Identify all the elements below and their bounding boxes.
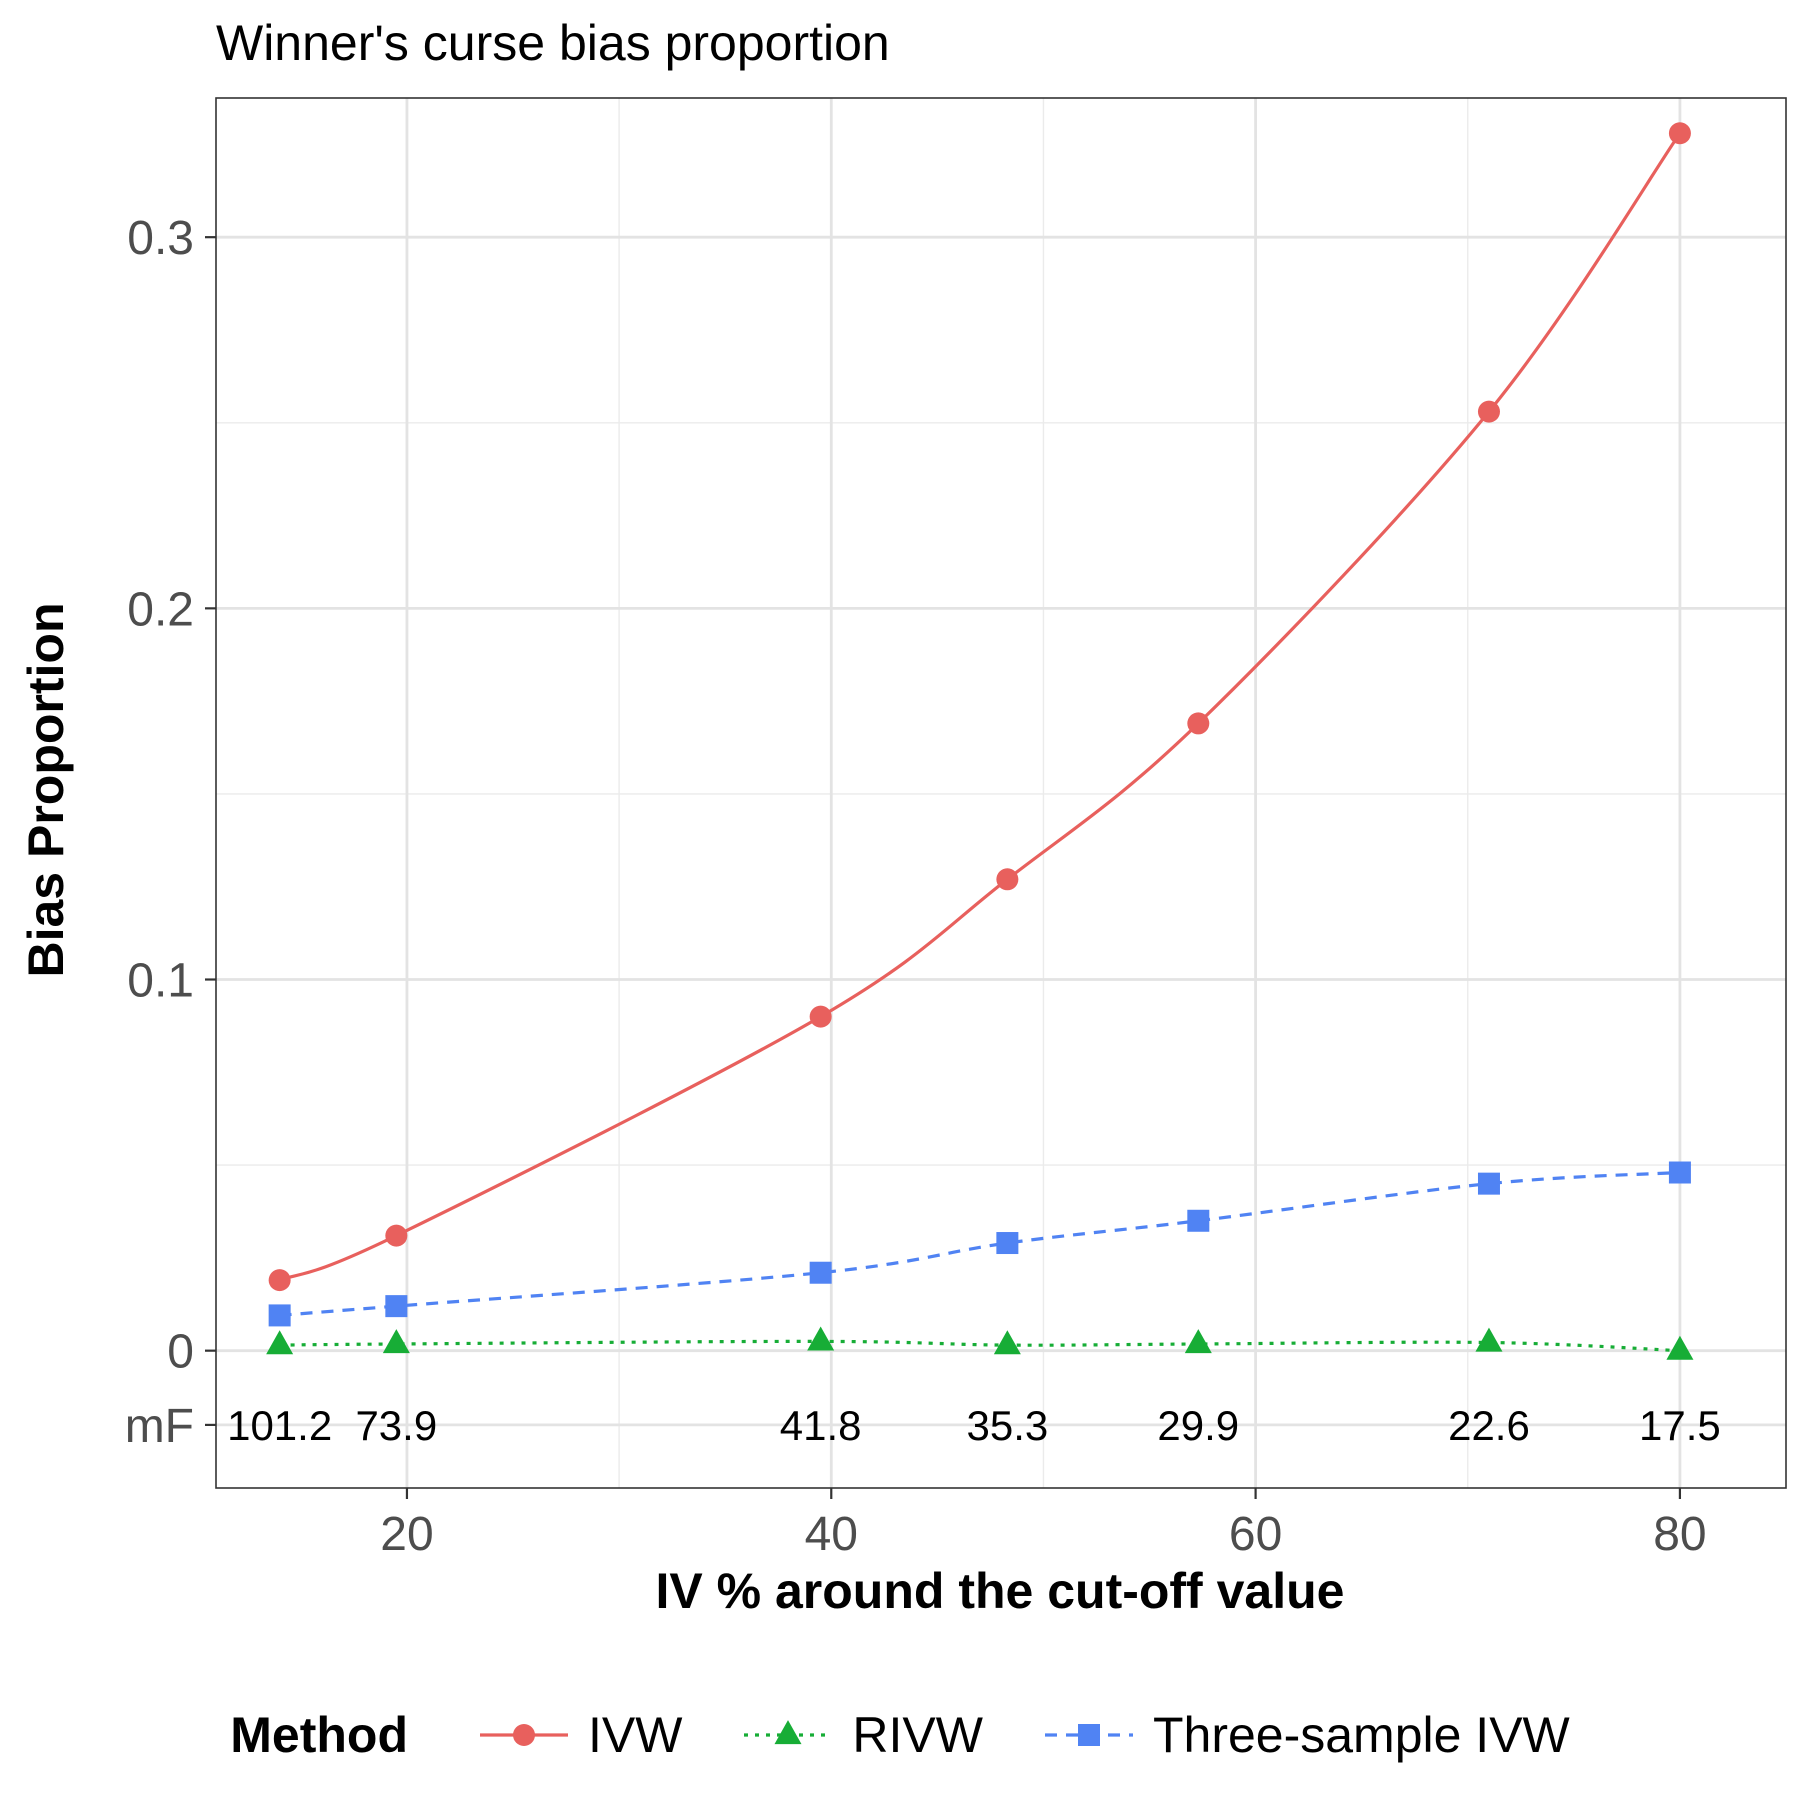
y-tick-label: 0.1 bbox=[127, 955, 194, 1008]
mf-value-label: 41.8 bbox=[780, 1402, 862, 1449]
legend-marker-three-sample-ivw bbox=[1077, 1724, 1100, 1746]
data-point-three-sample-ivw bbox=[385, 1295, 408, 1318]
plot-panel-border bbox=[215, 97, 1787, 1489]
x-tick-label: 20 bbox=[380, 1508, 433, 1561]
data-point-ivw bbox=[268, 1269, 291, 1292]
data-point-rivw bbox=[1184, 1329, 1212, 1354]
chart-title: Winner's curse bias proportion bbox=[216, 15, 890, 71]
data-point-three-sample-ivw bbox=[1477, 1172, 1500, 1195]
data-point-ivw bbox=[1187, 712, 1210, 735]
x-tick-label: 60 bbox=[1229, 1508, 1282, 1561]
x-tick-label: 80 bbox=[1653, 1508, 1706, 1561]
grid-minor bbox=[216, 98, 1786, 1488]
data-point-three-sample-ivw bbox=[1187, 1209, 1210, 1232]
mf-value-label: 17.5 bbox=[1639, 1402, 1721, 1449]
data-point-ivw bbox=[809, 1005, 832, 1028]
axis-ticks bbox=[205, 236, 1682, 1499]
legend-key-rivw bbox=[744, 1720, 833, 1745]
data-point-rivw bbox=[1475, 1327, 1503, 1352]
mf-value-label: 101.2 bbox=[227, 1402, 332, 1449]
y-tick-label: 0 bbox=[167, 1326, 194, 1379]
y-tick-label: 0.2 bbox=[127, 583, 194, 636]
plot-panel-background bbox=[216, 98, 1786, 1488]
axis-labels: 20 40 60 80 0 0.1 0.2 0.3 mF bbox=[125, 212, 1707, 1561]
x-axis-title: IV % around the cut-off value bbox=[655, 1563, 1345, 1619]
data-point-rivw bbox=[1666, 1335, 1694, 1360]
legend-label-ivw: IVW bbox=[587, 1707, 683, 1763]
series-line-three-sample-ivw bbox=[279, 1170, 1681, 1318]
legend-label-rivw: RIVW bbox=[852, 1707, 983, 1763]
legend-item-three-sample-ivw: Three-sample IVW bbox=[1039, 1705, 1570, 1765]
legend-marker-ivw bbox=[512, 1724, 535, 1746]
data-point-three-sample-ivw bbox=[996, 1232, 1019, 1255]
data-point-ivw bbox=[996, 868, 1019, 891]
mf-value-label: 29.9 bbox=[1157, 1402, 1239, 1449]
data-point-rivw bbox=[266, 1330, 294, 1355]
legend-key-ivw bbox=[479, 1724, 568, 1746]
legend-marker-rivw bbox=[774, 1720, 802, 1745]
mf-value-label: 73.9 bbox=[355, 1402, 437, 1449]
mf-value-label: 22.6 bbox=[1448, 1402, 1530, 1449]
data-point-three-sample-ivw bbox=[809, 1261, 832, 1284]
data-point-ivw bbox=[1477, 400, 1500, 423]
legend-item-ivw: IVW bbox=[474, 1705, 682, 1765]
data-point-rivw bbox=[807, 1326, 835, 1351]
y-tick-label-mf: mF bbox=[125, 1400, 194, 1453]
legend-title: Method bbox=[230, 1707, 408, 1763]
y-tick-label: 0.3 bbox=[127, 212, 194, 265]
legend-item-rivw: RIVW bbox=[738, 1705, 983, 1765]
series-points bbox=[266, 122, 1694, 1360]
y-axis-title: Bias Proportion bbox=[18, 602, 74, 978]
data-point-ivw bbox=[385, 1224, 408, 1247]
mf-value-label: 35.3 bbox=[966, 1402, 1048, 1449]
legend: Method IVW RIVW Three-sample IVW bbox=[0, 1700, 1800, 1770]
x-tick-label: 40 bbox=[805, 1508, 858, 1561]
data-point-ivw bbox=[1668, 122, 1691, 145]
mf-labels: 101.2 73.9 41.8 35.3 29.9 22.6 17.5 bbox=[227, 1402, 1721, 1449]
data-point-three-sample-ivw bbox=[1668, 1161, 1691, 1184]
data-point-three-sample-ivw bbox=[268, 1304, 291, 1327]
legend-key-three-sample-ivw bbox=[1044, 1724, 1133, 1746]
data-point-rivw bbox=[993, 1330, 1021, 1355]
legend-label-three-sample-ivw: Three-sample IVW bbox=[1152, 1707, 1570, 1763]
data-point-rivw bbox=[382, 1329, 410, 1354]
